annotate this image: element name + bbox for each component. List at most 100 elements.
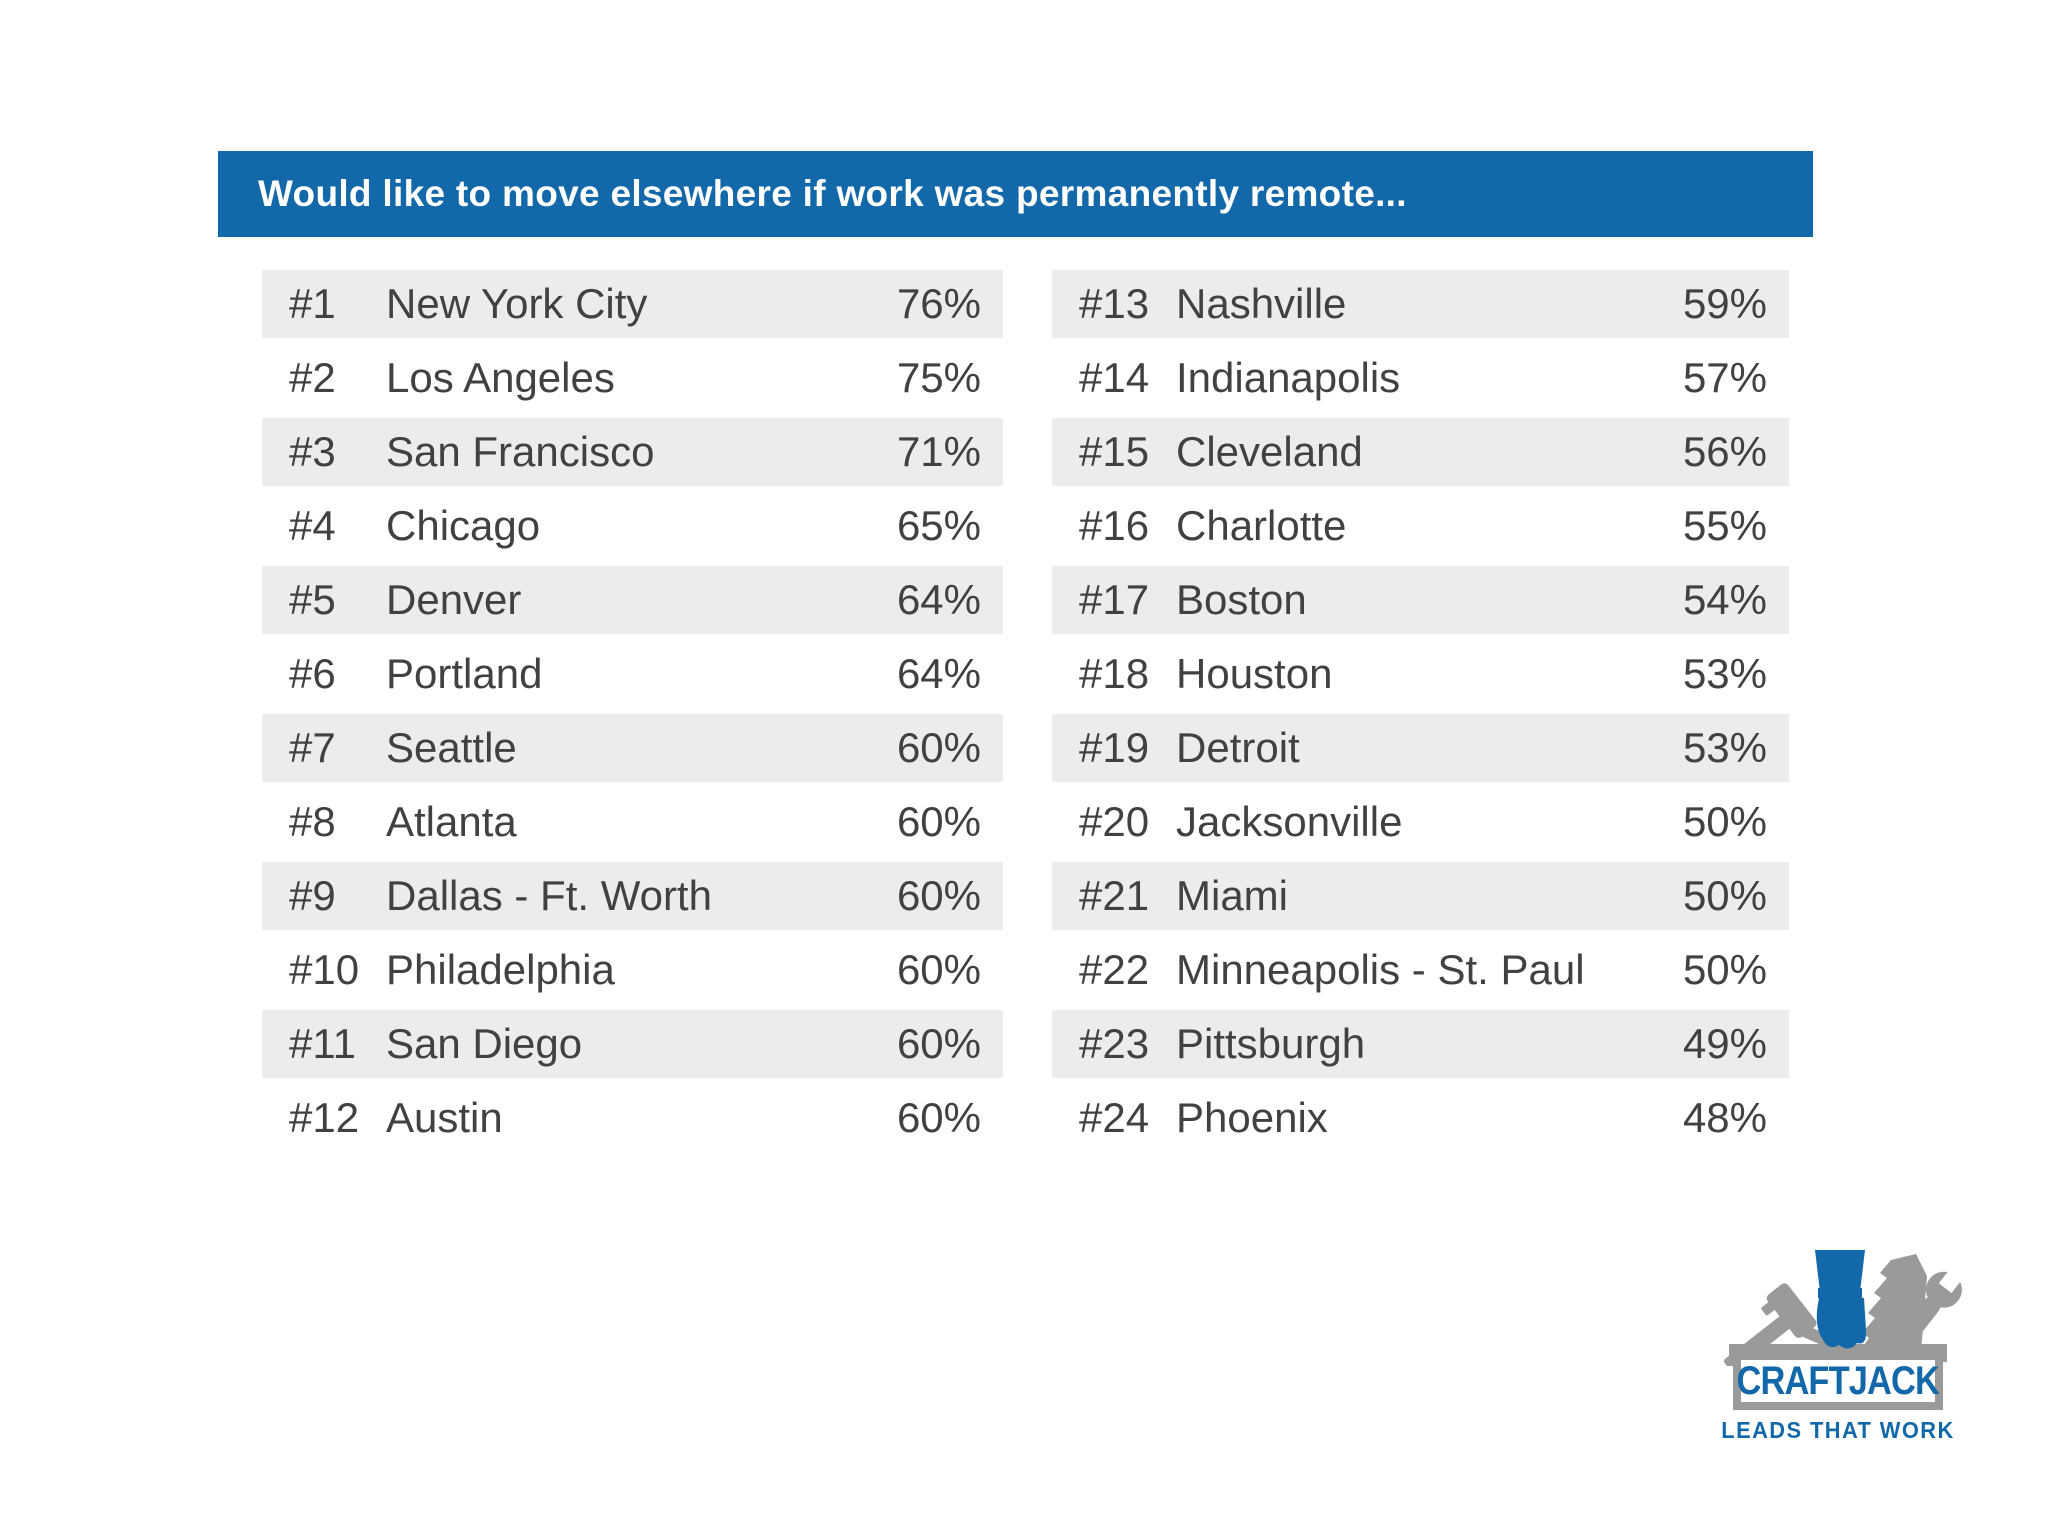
percent-cell: 53% (1682, 650, 1767, 697)
city-cell: New York City (386, 280, 648, 327)
city-cell: Atlanta (386, 798, 517, 845)
table-row: #23 Pittsburgh 49% (1052, 1010, 1789, 1078)
table-row: #4 Chicago 65% (262, 492, 1003, 560)
table-row: #6 Portland 64% (262, 640, 1003, 708)
table-row: #18 Houston 53% (1052, 640, 1789, 708)
table-row: #15 Cleveland 56% (1052, 418, 1789, 486)
rank-cell: #9 (289, 872, 336, 919)
rank-cell: #16 (1079, 502, 1150, 549)
city-cell: Dallas - Ft. Worth (386, 872, 712, 919)
rank-cell: #14 (1079, 354, 1150, 401)
rank-cell: #8 (289, 798, 336, 845)
title-bar: Would like to move elsewhere if work was… (218, 151, 1813, 237)
city-cell: Seattle (386, 724, 517, 771)
table-row: #12 Austin 60% (262, 1084, 1003, 1152)
table-row: #17 Boston 54% (1052, 566, 1789, 634)
table-row: #7 Seattle 60% (262, 714, 1003, 782)
percent-cell: 65% (896, 502, 981, 549)
percent-cell: 55% (1682, 502, 1767, 549)
percent-cell: 71% (896, 428, 981, 475)
rank-cell: #5 (289, 576, 336, 623)
rank-cell: #17 (1079, 576, 1150, 623)
city-cell: San Diego (386, 1020, 583, 1067)
percent-cell: 60% (896, 1020, 981, 1067)
city-cell: Pittsburgh (1176, 1020, 1366, 1067)
city-cell: Denver (386, 576, 522, 623)
table-row: #22 Minneapolis - St. Paul 50% (1052, 936, 1789, 1004)
city-cell: Houston (1176, 650, 1333, 697)
logo-wordmark-box: CRAFTJACK (1733, 1352, 1943, 1410)
percent-cell: 60% (896, 1094, 981, 1141)
city-cell: Indianapolis (1176, 354, 1401, 401)
percent-cell: 64% (896, 650, 981, 697)
rank-cell: #12 (289, 1094, 360, 1141)
percent-cell: 49% (1682, 1020, 1767, 1067)
table-row: #21 Miami 50% (1052, 862, 1789, 930)
city-cell: Cleveland (1176, 428, 1363, 475)
ranking-table-left: #1 New York City 76% #2 Los Angeles 75% … (262, 270, 1003, 1158)
rank-cell: #7 (289, 724, 336, 771)
percent-cell: 48% (1682, 1094, 1767, 1141)
ranking-table-right: #13 Nashville 59% #14 Indianapolis 57% #… (1052, 270, 1789, 1158)
rank-cell: #18 (1079, 650, 1150, 697)
table-row: #16 Charlotte 55% (1052, 492, 1789, 560)
percent-cell: 53% (1682, 724, 1767, 771)
percent-cell: 50% (1682, 798, 1767, 845)
city-cell: Minneapolis - St. Paul (1176, 946, 1585, 993)
percent-cell: 57% (1682, 354, 1767, 401)
rank-cell: #6 (289, 650, 336, 697)
table-row: #19 Detroit 53% (1052, 714, 1789, 782)
percent-cell: 60% (896, 872, 981, 919)
logo-wordmark: CRAFTJACK (1736, 1358, 1940, 1403)
rank-cell: #19 (1079, 724, 1150, 771)
percent-cell: 60% (896, 798, 981, 845)
rank-cell: #4 (289, 502, 336, 549)
table-row: #10 Philadelphia 60% (262, 936, 1003, 1004)
table-row: #13 Nashville 59% (1052, 270, 1789, 338)
table-row: #24 Phoenix 48% (1052, 1084, 1789, 1152)
rank-cell: #13 (1079, 280, 1150, 327)
table-row: #1 New York City 76% (262, 270, 1003, 338)
percent-cell: 50% (1682, 872, 1767, 919)
city-cell: Charlotte (1176, 502, 1347, 549)
page-title: Would like to move elsewhere if work was… (258, 173, 1407, 214)
percent-cell: 50% (1682, 946, 1767, 993)
city-cell: Jacksonville (1176, 798, 1403, 845)
percent-cell: 75% (896, 354, 981, 401)
city-cell: Portland (386, 650, 543, 697)
rank-cell: #11 (289, 1020, 356, 1067)
rank-cell: #24 (1079, 1094, 1150, 1141)
percent-cell: 59% (1682, 280, 1767, 327)
rank-cell: #1 (289, 280, 336, 327)
percent-cell: 64% (896, 576, 981, 623)
city-cell: Los Angeles (386, 354, 615, 401)
table-row: #5 Denver 64% (262, 566, 1003, 634)
table-row: #2 Los Angeles 75% (262, 344, 1003, 412)
city-cell: Austin (386, 1094, 503, 1141)
city-cell: Philadelphia (386, 946, 615, 993)
rank-cell: #23 (1079, 1020, 1150, 1067)
table-row: #20 Jacksonville 50% (1052, 788, 1789, 856)
city-cell: Chicago (386, 502, 541, 549)
city-cell: Phoenix (1176, 1094, 1328, 1141)
city-cell: Nashville (1176, 280, 1347, 327)
table-row: #14 Indianapolis 57% (1052, 344, 1789, 412)
city-cell: Detroit (1176, 724, 1300, 771)
table-row: #9 Dallas - Ft. Worth 60% (262, 862, 1003, 930)
toolbox-tools-icon (1724, 1250, 1962, 1366)
city-cell: Miami (1176, 872, 1288, 919)
percent-cell: 60% (896, 946, 981, 993)
rank-cell: #21 (1079, 872, 1150, 919)
rank-cell: #10 (289, 946, 360, 993)
rank-cell: #2 (289, 354, 336, 401)
percent-cell: 60% (896, 724, 981, 771)
rank-cell: #15 (1079, 428, 1150, 475)
percent-cell: 54% (1682, 576, 1767, 623)
table-row: #11 San Diego 60% (262, 1010, 1003, 1078)
table-row: #3 San Francisco 71% (262, 418, 1003, 486)
city-cell: San Francisco (386, 428, 655, 475)
craftjack-logo: CRAFTJACK LEADS THAT WORK (1713, 1248, 1963, 1444)
table-row: #8 Atlanta 60% (262, 788, 1003, 856)
logo-tagline: LEADS THAT WORK (1721, 1417, 1955, 1443)
city-cell: Boston (1176, 576, 1307, 623)
